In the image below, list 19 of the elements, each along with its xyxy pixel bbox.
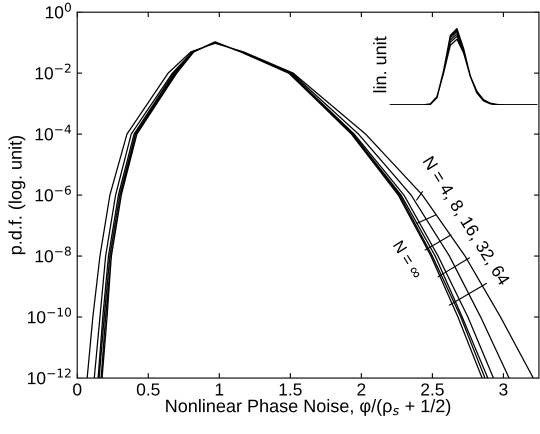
x-tick-label: 2 [357, 383, 366, 396]
y-tick-label: 10$^{0}$ [46, 2, 71, 18]
x-tick-label: 0 [73, 383, 82, 396]
x-tick-label: 2.5 [421, 383, 444, 396]
x-axis-title: Nonlinear Phase Noise, φ/(ρ$_{s}$ + 1/2) [166, 399, 450, 416]
y-tick-label: 10$^{−12}$ [28, 368, 71, 384]
y-tick-label: 10$^{−6}$ [36, 186, 71, 202]
y-axis-title: lin. unit [373, 36, 386, 92]
annotation: N = 4, 8, 16, 32, 64 [420, 156, 511, 288]
annotation: N = ∞ [392, 240, 424, 280]
y-axis-title: p.d.f. (log. unit) [8, 136, 26, 254]
y-tick-label: 10$^{−8}$ [36, 246, 71, 262]
x-tick-label: 3 [499, 383, 508, 396]
y-tick-label: 10$^{−2}$ [36, 64, 71, 80]
y-tick-label: 10$^{−10}$ [28, 308, 72, 324]
x-tick-label: 1 [216, 384, 224, 396]
y-tick-label: 10$^{−4}$ [36, 124, 72, 140]
x-tick-label: 1.5 [280, 384, 302, 396]
x-tick-label: 0.5 [136, 383, 160, 396]
